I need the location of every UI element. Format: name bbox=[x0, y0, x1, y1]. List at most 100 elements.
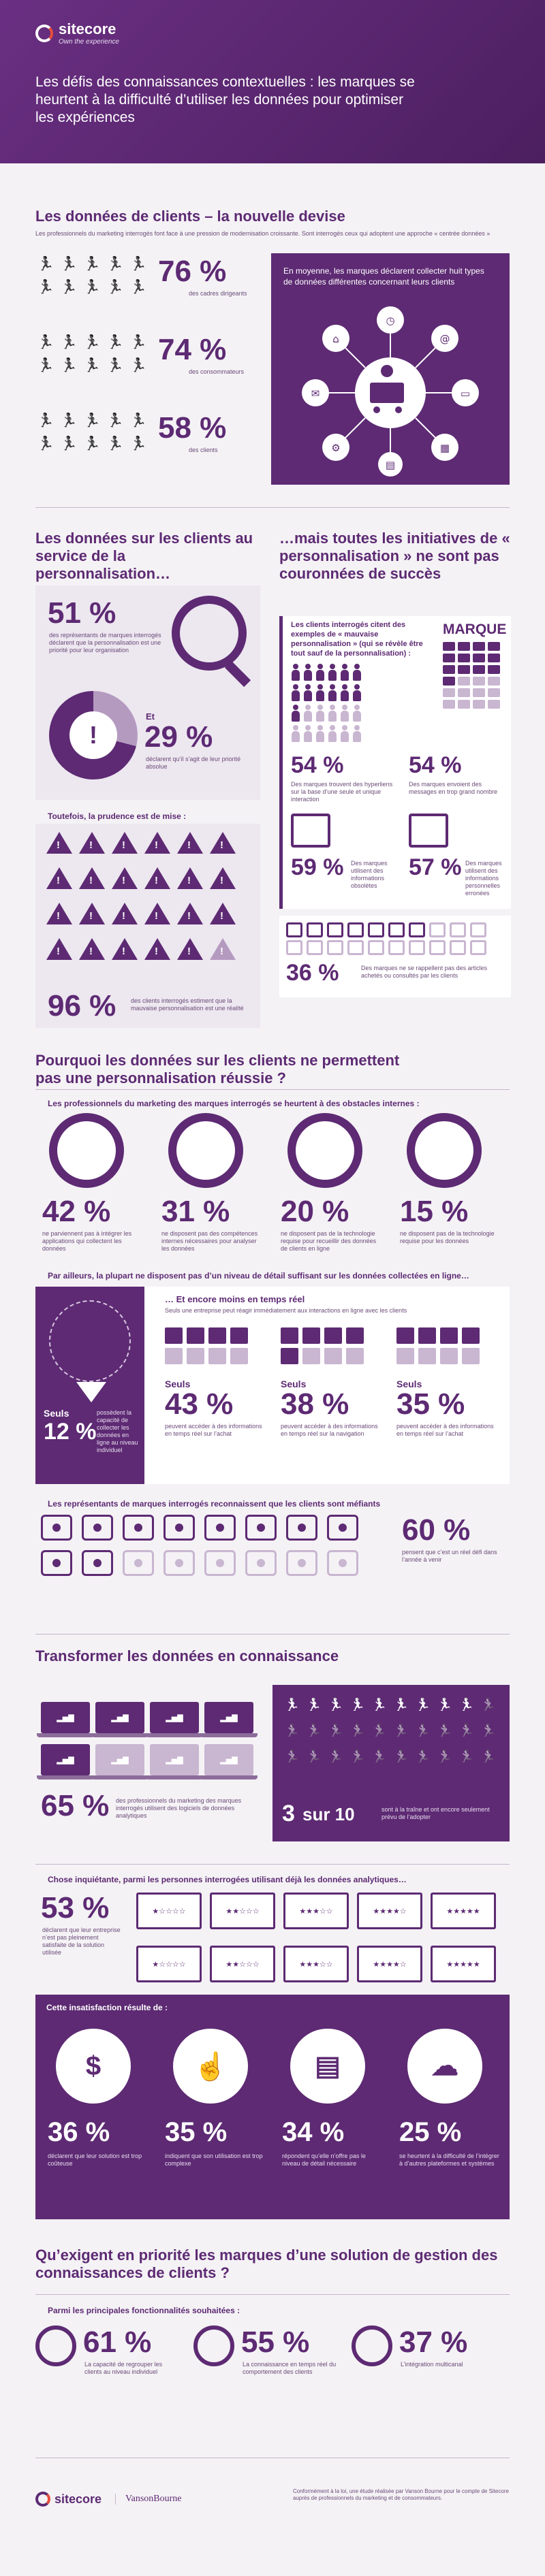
person-icon bbox=[303, 725, 313, 743]
runner-icon: 🏃 bbox=[83, 279, 101, 295]
box-icon bbox=[409, 940, 425, 955]
box-icon bbox=[327, 922, 343, 937]
laptop-icon: ▂▅▇ bbox=[37, 1702, 94, 1737]
rating-laptop: ★★★★☆ bbox=[357, 1946, 422, 1982]
rating-laptop: ★★★★★ bbox=[431, 1946, 496, 1982]
envelope-icon bbox=[473, 665, 485, 674]
svg-text:⌂: ⌂ bbox=[332, 333, 339, 345]
box-icon bbox=[307, 922, 323, 937]
clock-24-icon bbox=[193, 2325, 234, 2366]
lock-icon bbox=[123, 1515, 154, 1541]
seuls-label: Seuls bbox=[165, 1379, 191, 1389]
section-2-title-left: Les données sur les clients au service d… bbox=[35, 530, 253, 582]
feature-label: La connaissance en temps réel du comport… bbox=[243, 2361, 337, 2375]
envelope-icon bbox=[443, 665, 455, 674]
obstacle-value: 31 % bbox=[161, 1195, 230, 1228]
realtime-label: peuvent accéder à des informations en te… bbox=[396, 1423, 494, 1437]
section-5-title: Qu’exigent en priorité les marques d’une… bbox=[35, 2247, 498, 2281]
runner-icon: 🏃 bbox=[83, 436, 101, 451]
calendar-grid bbox=[396, 1327, 484, 1364]
star-rating-icon: ★★★★☆ bbox=[373, 1907, 407, 1916]
caution-title: Toutefois, la prudence est de mise : bbox=[48, 811, 187, 821]
obstacle-label: ne disposent pas des compétences interne… bbox=[161, 1230, 258, 1252]
detail-note: Par ailleurs, la plupart ne disposent pa… bbox=[48, 1271, 469, 1281]
obstacle-label: ne disposent pas de la technologie requi… bbox=[400, 1230, 495, 1244]
person-icon bbox=[303, 664, 313, 681]
laptop-icon: ▂▅▇ bbox=[146, 1702, 203, 1737]
footer-partner[interactable]: VansonBourne bbox=[115, 2494, 181, 2505]
lock-icon bbox=[164, 1550, 195, 1576]
dissatisfaction-label: répondent qu’elle n’offre pas le niveau … bbox=[282, 2153, 366, 2167]
feature: 37 % L’intégration multicanal bbox=[352, 2321, 505, 2437]
box-icon bbox=[347, 940, 364, 955]
person-icon bbox=[328, 705, 337, 722]
person-icon bbox=[328, 684, 337, 702]
envelope-icon bbox=[473, 700, 485, 709]
ex-54b: 54 % bbox=[409, 752, 462, 778]
calendar-icon bbox=[230, 1327, 248, 1344]
runner-icon: 🏃 bbox=[60, 413, 78, 428]
runner-icon: 🏃 bbox=[37, 357, 54, 373]
folder-icon: ▤ bbox=[290, 2029, 365, 2104]
warning-icon: ! bbox=[144, 938, 177, 967]
runner-icon: 🏃 bbox=[371, 1723, 388, 1737]
warning-icon: ! bbox=[112, 938, 144, 967]
runner-icon: 🏃 bbox=[349, 1697, 366, 1711]
calendar-icon bbox=[187, 1348, 204, 1364]
rating-laptop: ★★★☆☆ bbox=[283, 1893, 349, 1929]
calendar-icon bbox=[324, 1327, 342, 1344]
house-icon bbox=[168, 1113, 243, 1188]
calendar-icon bbox=[187, 1327, 204, 1344]
warning-icon: ! bbox=[144, 903, 177, 931]
box-icon bbox=[388, 922, 405, 937]
calendar-icon bbox=[165, 1348, 183, 1364]
envelope-icon bbox=[473, 688, 485, 697]
box-icon bbox=[368, 940, 384, 955]
realtime-panel: Seuls 12 % possèdent la capacité de coll… bbox=[35, 1287, 510, 1484]
section-5-sub: Parmi les principales fonctionnalités so… bbox=[48, 2306, 240, 2315]
calendar-icon bbox=[346, 1327, 364, 1344]
warning-icon: ! bbox=[177, 938, 210, 967]
stat-65: 65 % bbox=[41, 1789, 110, 1822]
section-3-sub: Les professionnels du marketing des marq… bbox=[48, 1099, 420, 1108]
features: 61 % La capacité de regrouper les clients… bbox=[35, 2321, 510, 2437]
magnifier-handle bbox=[224, 660, 251, 688]
runner-icon: 🏃 bbox=[437, 1697, 453, 1711]
realtime-title: … Et encore moins en temps réel bbox=[165, 1294, 305, 1304]
distrust-title: Les représentants de marques interrogés … bbox=[48, 1499, 381, 1509]
person-icon bbox=[328, 664, 337, 681]
seuls-label: Seuls bbox=[396, 1379, 422, 1389]
envelope-icon bbox=[443, 642, 455, 651]
footer-sitecore-logo[interactable]: sitecore bbox=[35, 2492, 102, 2507]
header: sitecore Own the experience Les défis de… bbox=[0, 0, 545, 163]
warning-icon: ! bbox=[177, 867, 210, 896]
lock-icon bbox=[286, 1515, 317, 1541]
donut-icon: ! bbox=[49, 691, 138, 779]
examples-title: Les clients interrogés citent des exempl… bbox=[291, 621, 423, 658]
calendar-icon bbox=[281, 1348, 298, 1364]
realtime-label: peuvent accéder à des informations en te… bbox=[165, 1423, 262, 1437]
stat-12: 12 % bbox=[44, 1419, 97, 1445]
laptop-icon: ▂▅▇ bbox=[91, 1744, 149, 1780]
warning-icon: ! bbox=[210, 832, 243, 860]
stat-60: 60 % bbox=[402, 1513, 471, 1547]
runner-icon: 🏃 bbox=[393, 1697, 409, 1711]
calendar-icon bbox=[281, 1327, 298, 1344]
person-icon bbox=[352, 705, 362, 722]
feature-label: L’intégration multicanal bbox=[401, 2361, 463, 2368]
dissatisfaction-value: 25 % bbox=[399, 2117, 462, 2147]
lock-icon bbox=[245, 1550, 277, 1576]
stat-53-text: déclarent que leur entreprise n’est pas … bbox=[42, 1927, 121, 1956]
runner-icon: 🏃 bbox=[437, 1723, 453, 1737]
stat-row: 🏃 🏃 🏃 🏃 🏃 🏃 🏃 🏃 🏃 🏃 58 % des clients bbox=[35, 410, 260, 478]
warning-icon: ! bbox=[210, 867, 243, 896]
envelope-icon bbox=[458, 700, 470, 709]
runner-icon: 🏃 bbox=[415, 1697, 431, 1711]
sitecore-logo[interactable]: sitecore Own the experience bbox=[35, 20, 119, 46]
dissatisfaction-value: 34 % bbox=[282, 2117, 345, 2147]
box-icon bbox=[429, 922, 446, 937]
laggards-panel: 🏃 🏃 🏃 🏃 🏃 🏃 🏃 🏃 🏃 🏃 🏃 🏃 🏃 🏃 🏃 🏃 🏃 🏃 🏃 🏃 🏃 🏃 🏃 🏃 🏃 🏃 🏃 🏃 🏃 🏃 3 sur 10 … bbox=[272, 1685, 510, 1841]
person-icon bbox=[315, 684, 325, 702]
runner-icon: 🏃 bbox=[129, 334, 147, 350]
runner-icon: 🏃 bbox=[458, 1723, 475, 1737]
